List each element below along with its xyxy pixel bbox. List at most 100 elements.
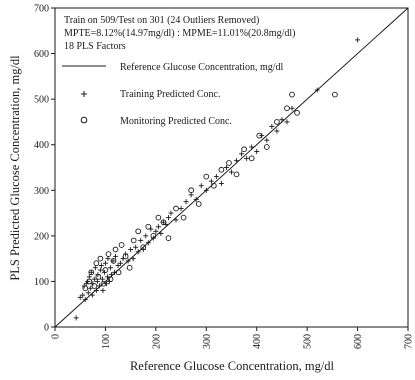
annotation-line-1: Train on 509/Test on 301 (24 Outliers Re… (64, 15, 259, 26)
training-point (91, 276, 97, 282)
x-axis-ticks: 0 100 200 300 400 500 600 700 (51, 327, 415, 349)
training-point (80, 292, 86, 298)
monitoring-point (233, 171, 240, 178)
training-point (173, 217, 179, 223)
monitoring-point (91, 283, 98, 289)
reference-line-group (54, 7, 409, 328)
x-tick-label: 500 (303, 334, 314, 349)
training-point (229, 169, 234, 175)
training-point (218, 180, 224, 186)
monitoring-point (248, 155, 255, 162)
legend-label-monitoring: Monitoring Predicted Conc. (120, 116, 232, 127)
monitoring-point (195, 201, 202, 207)
training-point (107, 265, 113, 271)
training-point (203, 187, 209, 193)
monitoring-point (294, 109, 300, 116)
training-point (88, 269, 94, 275)
training-point (155, 224, 161, 230)
training-point (249, 144, 255, 150)
x-tick-label: 0 (51, 334, 62, 339)
monitoring-point (263, 144, 270, 150)
training-point (314, 87, 320, 93)
monitoring-point (122, 253, 129, 260)
training-point (269, 123, 275, 129)
training-point (223, 165, 229, 170)
legend: Reference Glucose Concentration, mg/dl T… (62, 62, 283, 127)
training-point (153, 228, 159, 234)
monitoring-point (241, 146, 247, 153)
monitoring-series-points (82, 91, 338, 292)
x-tick-label: 400 (252, 334, 263, 349)
training-point (100, 288, 106, 294)
training-point (99, 276, 105, 282)
monitoring-point (126, 264, 133, 271)
legend-plus-marker (81, 91, 87, 97)
training-point (97, 267, 103, 273)
training-point (193, 196, 199, 202)
training-point (279, 117, 285, 123)
monitoring-point (82, 285, 89, 292)
training-point (213, 174, 219, 180)
training-series-points (73, 37, 361, 321)
training-point (274, 128, 280, 134)
monitoring-point (173, 205, 179, 212)
monitoring-point (88, 269, 95, 276)
monitoring-point (226, 160, 232, 166)
monitoring-point (256, 132, 263, 139)
training-point (115, 262, 121, 268)
monitoring-point (97, 255, 104, 262)
y-axis-ticks: 0 100 200 300 400 500 600 700 (34, 4, 55, 334)
x-tick-label: 100 (101, 334, 112, 349)
monitoring-point (118, 242, 125, 248)
monitoring-point (105, 251, 112, 257)
training-point (264, 137, 270, 143)
training-point (94, 278, 100, 284)
monitoring-point (218, 166, 225, 173)
training-point (183, 199, 189, 205)
monitoring-point (165, 235, 172, 241)
training-point (135, 249, 141, 255)
y-tick-label: 300 (34, 186, 49, 197)
annotation-line-3: 18 PLS Factors (64, 41, 126, 52)
monitoring-point (100, 280, 107, 287)
plot-frame (54, 7, 409, 328)
y-axis-label: PLS Predicted Glucose Concentration, mg/… (8, 55, 22, 281)
monitoring-point (112, 246, 119, 253)
training-point (244, 155, 250, 161)
monitoring-point (93, 260, 100, 267)
x-tick-label: 300 (202, 334, 213, 349)
training-point (105, 256, 111, 262)
monitoring-point (332, 91, 338, 98)
x-tick-label: 700 (404, 334, 415, 349)
training-point (73, 315, 79, 321)
training-point (130, 256, 136, 262)
training-point (133, 244, 139, 250)
legend-label-training: Training Predicted Conc. (120, 89, 220, 100)
training-point (87, 285, 93, 291)
monitoring-point (140, 244, 147, 251)
monitoring-point (102, 267, 109, 273)
training-point (198, 183, 204, 189)
monitoring-point (150, 233, 157, 239)
training-point (160, 219, 166, 225)
training-point (113, 253, 119, 259)
training-point (103, 281, 109, 287)
x-tick-label: 200 (151, 334, 162, 349)
training-point (234, 158, 240, 164)
training-point (82, 297, 88, 303)
monitoring-point (130, 237, 137, 244)
reference-diagonal-line (54, 7, 409, 328)
training-point (145, 240, 151, 246)
training-point (77, 294, 83, 300)
monitoring-point (274, 119, 280, 125)
training-point (125, 258, 131, 264)
annotation-block: Train on 509/Test on 301 (24 Outliers Re… (64, 15, 295, 52)
y-tick-label: 200 (34, 231, 49, 242)
training-point (178, 206, 184, 212)
y-tick-label: 400 (34, 140, 49, 151)
monitoring-point (155, 214, 162, 221)
training-point (168, 210, 174, 216)
monitoring-point (145, 223, 152, 230)
